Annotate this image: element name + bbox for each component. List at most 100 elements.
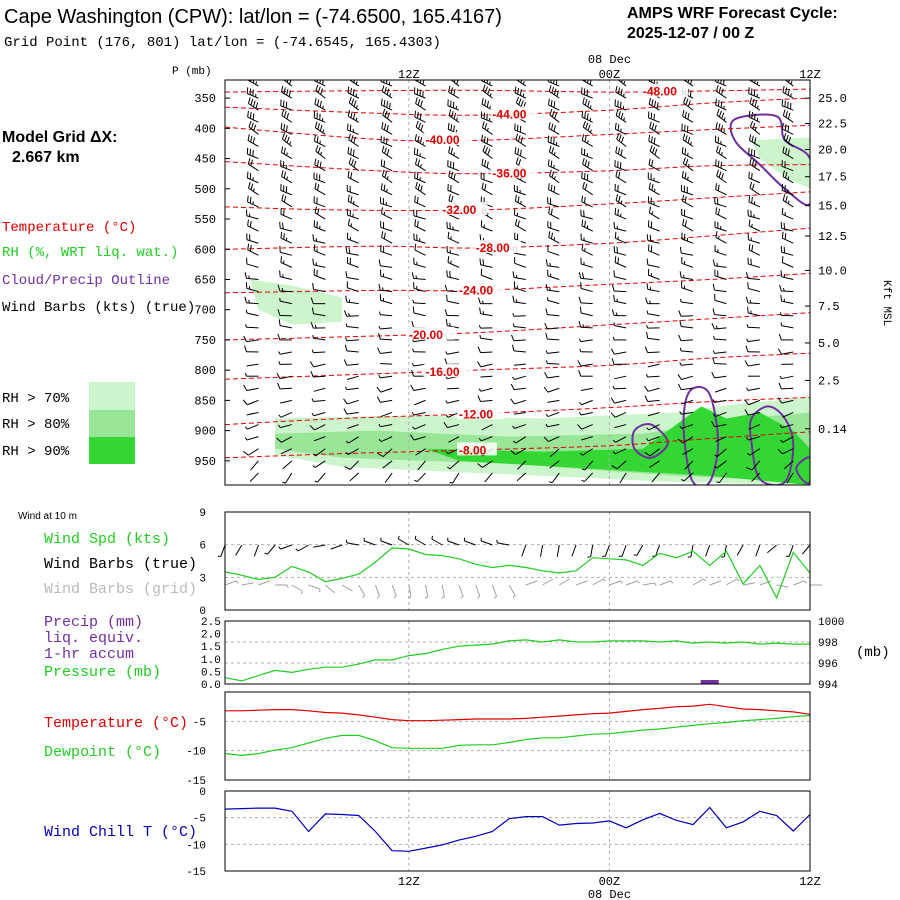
wind-barb-feather [448,194,451,201]
wind-barb-feather [687,136,691,144]
wind-barb-feather [380,159,383,166]
isotherm-label-bg [473,240,521,254]
wind-barb [413,387,426,391]
wind-barb-feather [615,312,618,316]
wind-barb [380,411,393,418]
wind-barb-feather [220,128,221,131]
wind-barb-feather [548,183,550,190]
wind-barb-feather [215,146,217,152]
wind-barb-feather [611,358,615,365]
wind-barb [782,213,794,220]
wind-barb [547,411,560,418]
wind-barb-feather [218,147,220,153]
temperature-panel: -15 -10 -5 [186,692,811,788]
wind-barb [615,176,627,184]
wind-barb-feather [479,234,482,241]
wind-barb [781,387,794,390]
wind-barb-feather [353,113,356,120]
grid-wind-barb [508,584,516,596]
wind-barb [380,250,393,256]
wind-barb [718,472,727,483]
legend-rh: RH (%, WRT liq. wat.) [2,245,178,261]
precip-bar [700,680,719,684]
wind-barb-feather [784,124,787,131]
wind-barb-feather [448,170,451,177]
wind-barb [413,277,426,280]
grid-wind-barb [542,578,554,586]
wind-barb [748,263,760,268]
wind-barb-feather [484,86,488,93]
wind-barb [513,363,526,366]
wind-barb-feather [345,271,348,278]
wind-barb [714,411,727,418]
wind-barb-feather [445,414,449,418]
wind-barb-feather [683,96,687,104]
wind-barb [514,424,527,429]
temperature-tick-label: -15 [186,776,206,788]
legend-wind-barbs-true: Wind Barbs (true) [44,556,197,573]
wind-tick-label: 9 [199,508,206,520]
height-tick-label: 12.5 [818,230,847,244]
wind-barb-feather [582,157,585,165]
wind-barb [682,436,694,444]
wind-barb-feather [746,452,751,456]
wind-barb [246,387,259,391]
wind-barb [714,363,727,365]
wind-barb-feather [281,109,285,116]
wind-barb-feather [255,102,259,109]
wind-barb [582,448,593,456]
wind-barb-feather [714,465,718,469]
wind-barb-feather [386,112,391,119]
wind-barb-feather [512,295,515,303]
wind-barb-feather [250,122,254,130]
wind-barb-feather [581,134,585,141]
wind-barb-feather [550,99,553,107]
wind-barb-feather [310,297,314,304]
wind-barb-feather [348,247,351,254]
pressure-axis-label: P (mb) [172,66,212,78]
wind-barb-feather [545,308,548,315]
wind-barb-feather [751,183,755,190]
true-wind-barb [539,544,544,557]
wind-barb-feather [745,272,749,279]
wind-barb [413,411,426,416]
wind-barb [380,226,393,232]
wind-barb-feather [319,100,322,108]
wind-barb-feather [280,207,282,215]
cross-section-frame [224,79,811,486]
isotherm-label: -20.00 [409,328,443,342]
wind-barb-feather [277,284,281,292]
cross-section-ticks: 350 400 450 500 550 600 650 700 750 800 850 900 950 2… [194,92,846,469]
wind-barb-feather [646,324,649,329]
wind-barb [547,351,560,354]
wind-barb [249,472,259,482]
pressure-tick-label: 998 [818,638,838,650]
wind-barb [647,337,660,341]
wind-barb-feather [754,137,757,144]
wind-chill-tick-label: 0 [199,787,206,799]
wind-barb-feather [553,125,556,132]
wind-barb-feather [283,209,285,216]
wind-barb [247,225,259,232]
wind-barb [481,274,493,280]
wind-barb-feather [712,283,715,291]
wind-barb [313,351,326,354]
wind-barb [280,227,292,232]
rh-shading [250,137,810,485]
wind-barb-feather [549,287,551,291]
wind-barb-feather [322,80,324,85]
wind-barb-feather [684,220,687,227]
wind-barb-feather [545,259,548,266]
wind-barb-feather [482,311,485,315]
wind-barb-feather [788,80,790,83]
wind-barb [481,226,493,232]
wind-barb-feather [587,80,589,84]
wind-barb-feather [683,73,685,79]
wind-barb-feather [281,170,284,177]
wind-barb [714,327,727,330]
wind-barb [647,387,660,392]
bottom-time-tick-label: 12Z [398,875,420,889]
wind-barb [682,200,694,208]
wind-barb-feather [286,152,288,156]
wind-barb-feather [677,383,682,390]
